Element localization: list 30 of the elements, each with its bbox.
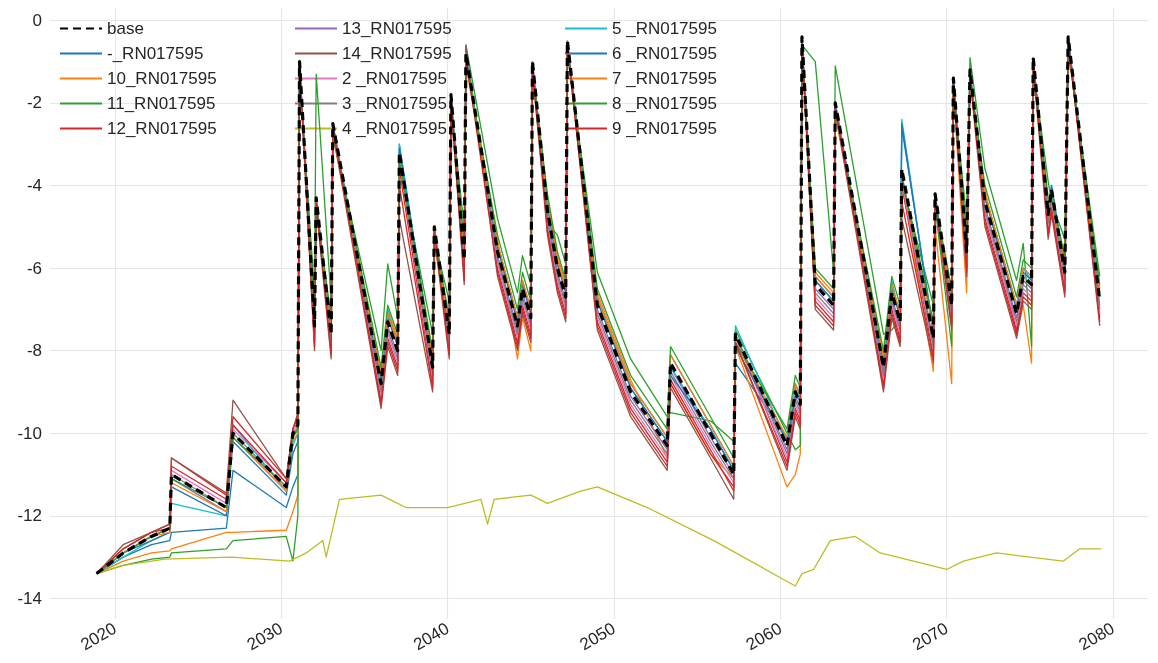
- x-tick-label: 2040: [410, 618, 453, 655]
- legend-label: 6 _RN017595: [612, 44, 717, 63]
- legend-label: 13_RN017595: [342, 19, 452, 38]
- y-tick-label: 0: [32, 10, 42, 30]
- legend-label: 2 _RN017595: [342, 69, 447, 88]
- legend-label: 4 _RN017595: [342, 119, 447, 138]
- y-tick-label: -8: [26, 341, 42, 361]
- y-tick-label: -10: [17, 423, 42, 443]
- legend-label: 11_RN017595: [107, 94, 216, 113]
- legend-label: base: [107, 19, 144, 38]
- legend-label: 7 _RN017595: [612, 69, 717, 88]
- x-tick-label: 2060: [742, 618, 786, 655]
- legend-label: 12_RN017595: [107, 119, 217, 138]
- y-tick-label: -6: [26, 258, 42, 278]
- y-tick-label: -2: [26, 93, 42, 113]
- legend-label: 10_RN017595: [107, 69, 217, 88]
- y-tick-label: -14: [17, 588, 42, 608]
- legend-label: -_RN017595: [107, 44, 204, 63]
- legend-label: 8 _RN017595: [612, 94, 717, 113]
- x-tick-label: 2070: [909, 618, 952, 655]
- legend-label: 9 _RN017595: [612, 119, 717, 138]
- x-tick-label: 2020: [77, 618, 120, 655]
- legend-label: 14_RN017595: [342, 44, 452, 63]
- x-tick-label: 2050: [576, 618, 619, 655]
- legend-label: 5 _RN017595: [612, 19, 717, 38]
- y-tick-label: -4: [26, 176, 42, 196]
- y-tick-label: -12: [17, 506, 42, 526]
- x-tick-label: 2080: [1075, 618, 1118, 655]
- x-tick-label: 2030: [243, 618, 286, 655]
- legend-label: 3 _RN017595: [342, 94, 447, 113]
